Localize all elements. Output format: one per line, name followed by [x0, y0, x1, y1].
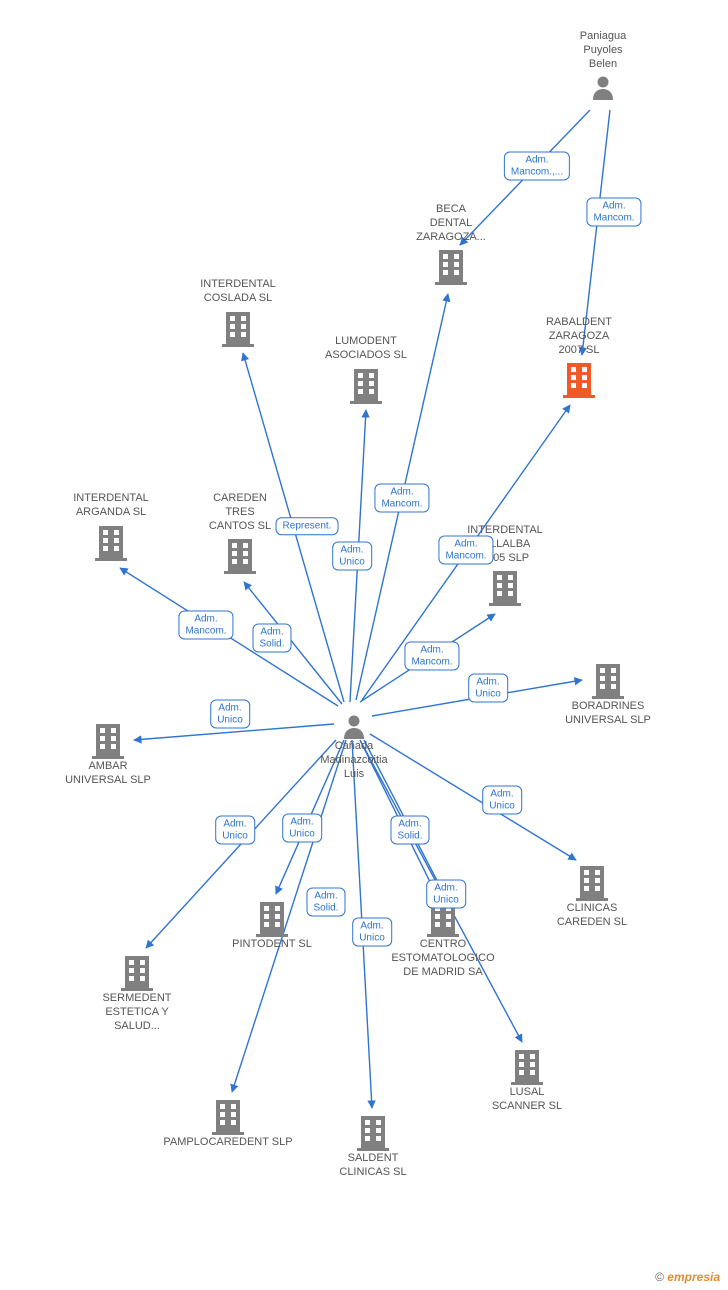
- footer-credit: © empresia: [655, 1270, 720, 1284]
- copyright-symbol: ©: [655, 1270, 664, 1284]
- edge-p_canada-c_interdental_coslada: [243, 353, 344, 702]
- edge-p_canada-c_lusal: [360, 740, 522, 1042]
- edge-p_canada-c_saldent: [352, 740, 372, 1108]
- edges-layer: [0, 0, 728, 1290]
- edge-p_canada-c_sermedent: [146, 740, 336, 948]
- edge-p_canada-c_pamplo: [232, 740, 346, 1092]
- edge-p_paniagua-c_beca: [460, 110, 590, 245]
- edge-p_canada-c_beca: [356, 294, 448, 700]
- brand-name: empresia: [667, 1270, 720, 1284]
- edge-p_canada-c_centro_estom: [364, 740, 444, 894]
- edge-p_canada-c_pintodent: [276, 740, 344, 894]
- edge-p_canada-c_clinicas_careden: [370, 734, 576, 860]
- edge-p_canada-c_interdental_arganda: [120, 568, 338, 706]
- edge-p_canada-c_boradrines: [372, 680, 582, 716]
- edge-p_canada-c_ambar: [134, 724, 334, 740]
- edge-p_canada-c_lumodent: [350, 410, 366, 702]
- edge-p_canada-c_rabaldent: [362, 405, 570, 700]
- edge-p_canada-c_interdental_villalba: [360, 614, 495, 702]
- edge-p_paniagua-c_rabaldent: [582, 110, 610, 355]
- edge-p_canada-c_centro_estom: [360, 740, 436, 894]
